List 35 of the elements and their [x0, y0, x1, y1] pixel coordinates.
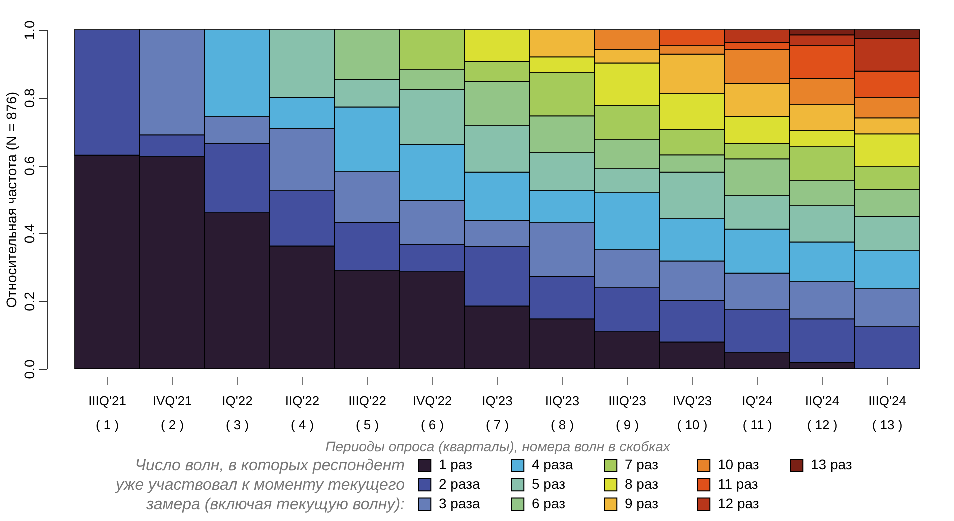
y-tick-label: 0.2: [22, 292, 38, 312]
legend-label: 13 раз: [811, 456, 852, 473]
legend-label: 6 раз: [532, 495, 566, 512]
legend-label: 7 раз: [625, 456, 659, 473]
legend-label: 9 раз: [625, 495, 659, 512]
y-tick-label: 0.4: [22, 224, 38, 244]
y-tick-label: 0.6: [22, 156, 38, 176]
x-tick-label: IIIQ'23 ( 9 ): [608, 394, 646, 432]
x-tick-label: IQ'24 ( 11 ): [742, 394, 773, 432]
legend-label: 8 раз: [625, 476, 659, 492]
x-tick-label: IIQ'22 ( 4 ): [285, 394, 320, 432]
y-axis-title: Относительная частота (N = 876): [4, 92, 20, 308]
x-tick-label: IQ'22 ( 3 ): [222, 394, 253, 432]
x-tick-label: IVQ'21 ( 2 ): [152, 394, 192, 432]
legend-title: Число волн, в которых респондент уже участвовал к моменту текущего замера (включая текущую волну):: [115, 458, 406, 514]
x-tick-label: IVQ'23 ( 10 ): [672, 394, 712, 432]
legend-label: 12 раз: [718, 495, 760, 512]
x-tick-label: IIIQ'21 ( 1 ): [88, 394, 126, 432]
y-tick-label: 0.0: [22, 360, 38, 380]
legend-label: 5 раз: [532, 476, 566, 492]
y-tick-label: 0.8: [22, 88, 38, 108]
x-tick-label: IQ'23 ( 7 ): [482, 394, 513, 432]
x-tick-label: IVQ'22 ( 6 ): [412, 394, 452, 432]
x-tick-label: IIIQ'22 ( 5 ): [348, 394, 386, 432]
x-tick-label: IIQ'24 ( 12 ): [805, 394, 840, 432]
legend-label: 3 раза: [439, 495, 481, 512]
legend-label: 1 раз: [439, 456, 473, 473]
legend-label: 11 раз: [718, 476, 758, 492]
x-tick-label: IIQ'23 ( 8 ): [545, 394, 580, 432]
x-axis-title: Периоды опроса (кварталы), номера волн в скобках: [326, 438, 672, 454]
x-tick-label: IIIQ'24 ( 13 ): [868, 394, 906, 432]
legend-label: 4 раза: [532, 456, 574, 473]
y-tick-label: 1.0: [22, 20, 38, 40]
legend-label: 10 раз: [718, 456, 760, 473]
legend-label: 2 раза: [439, 476, 481, 492]
